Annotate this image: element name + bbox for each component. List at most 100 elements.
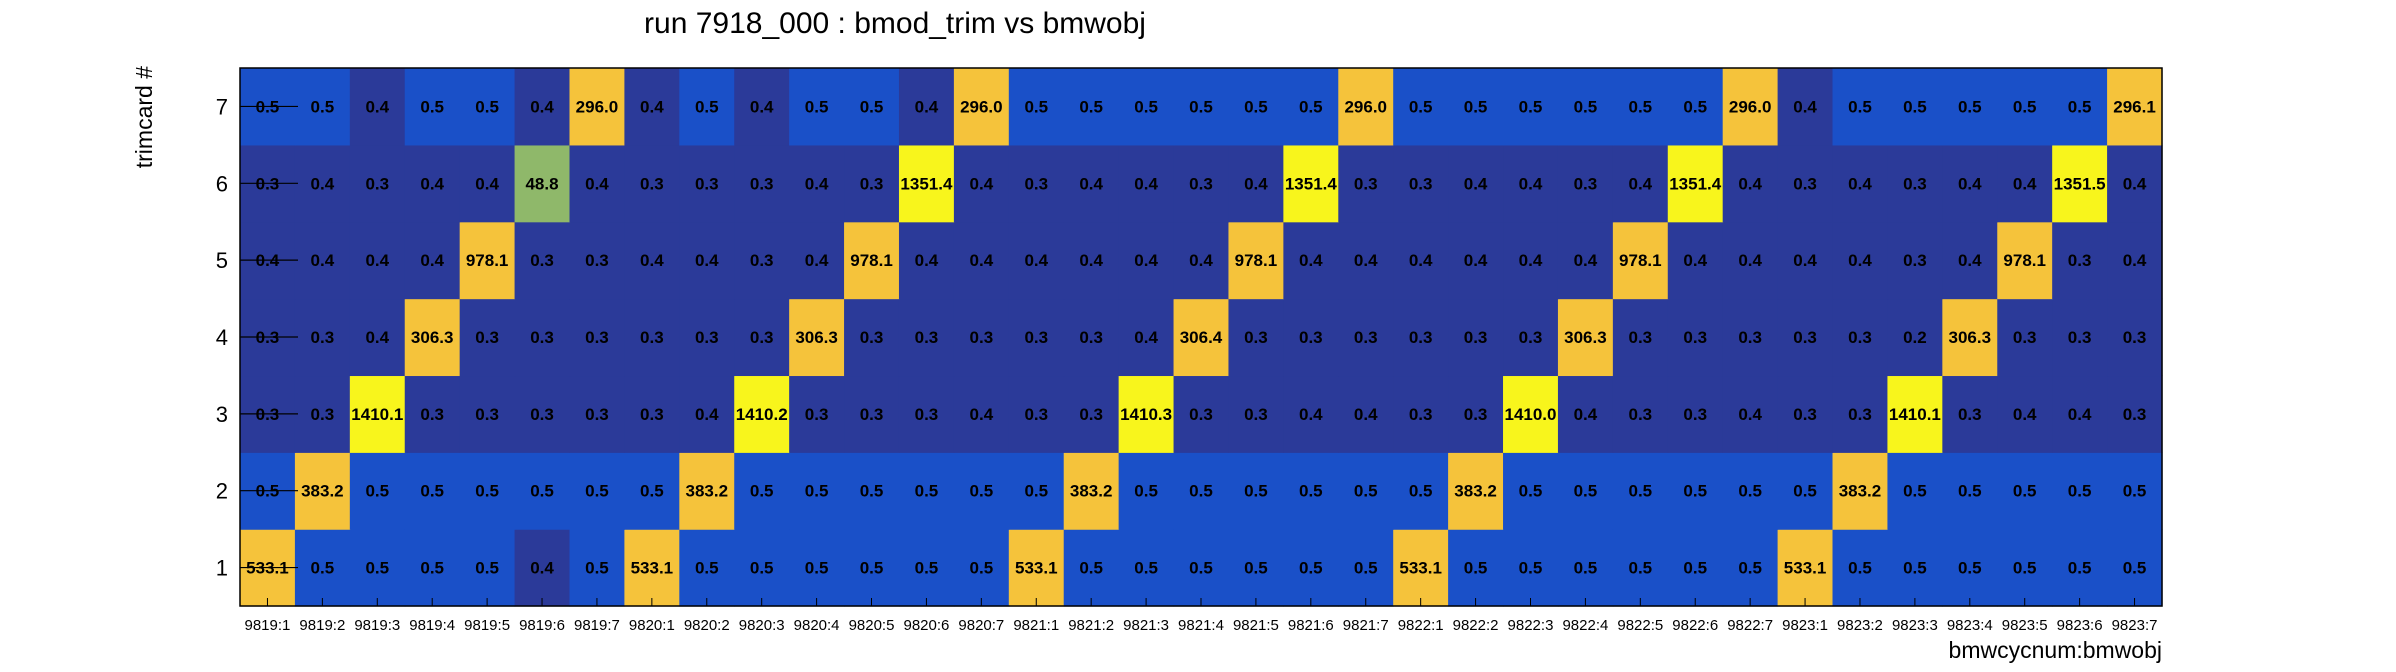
cell-value-label: 0.4	[585, 174, 609, 193]
cell-value-label: 296.1	[2113, 97, 2156, 116]
heatmap-cell	[569, 375, 625, 453]
cell-value-label: 0.5	[1519, 97, 1543, 116]
cell-value-label: 0.3	[1958, 405, 1982, 424]
cell-value-label: 0.3	[1409, 328, 1433, 347]
y-tick-label: 4	[216, 325, 228, 350]
heatmap-cell	[514, 375, 571, 453]
x-tick-label: 9821:6	[1288, 617, 1334, 634]
cell-value-label: 0.3	[860, 174, 884, 193]
cell-value-label: 0.5	[1519, 559, 1543, 578]
heatmap-cell	[1557, 375, 1614, 453]
y-tick-label: 1	[216, 556, 228, 581]
cell-value-label: 0.4	[1134, 251, 1158, 270]
cell-value-label: 0.4	[1793, 251, 1817, 270]
cell-value-label: 0.4	[530, 97, 554, 116]
cell-value-label: 383.2	[301, 482, 344, 501]
heatmap-cell	[1008, 452, 1065, 530]
cell-value-label: 0.5	[2123, 559, 2147, 578]
cell-value-label: 0.3	[585, 328, 609, 347]
heatmap-cell	[404, 452, 461, 530]
x-tick-label: 9823:3	[1892, 617, 1938, 634]
cell-value-label: 0.5	[1574, 482, 1598, 501]
cell-value-label: 533.1	[1399, 559, 1442, 578]
x-tick-label: 9819:6	[519, 617, 565, 634]
heatmap-cell	[1228, 298, 1284, 377]
heatmap-cell	[2052, 144, 2108, 223]
heatmap-cell	[1503, 529, 1559, 607]
heatmap-cell	[1557, 529, 1614, 607]
heatmap-cell	[1777, 144, 1834, 223]
cell-value-label: 0.3	[1628, 328, 1652, 347]
heatmap-cell	[1393, 68, 1449, 146]
cell-value-label: 0.5	[2013, 97, 2037, 116]
cell-value-label: 296.0	[1729, 97, 1772, 116]
heatmap-cell	[2052, 529, 2108, 607]
heatmap-cell	[2107, 375, 2163, 453]
x-tick-label: 9819:5	[464, 617, 510, 634]
heatmap-cell	[349, 529, 406, 607]
x-tick-label: 9823:4	[1947, 617, 1993, 634]
cell-value-label: 0.4	[1134, 174, 1158, 193]
heatmap-cell	[953, 221, 1010, 300]
heatmap-cell	[1832, 221, 1889, 300]
cell-value-label: 0.4	[1848, 174, 1872, 193]
cell-value-label: 0.4	[695, 405, 719, 424]
heatmap-cell	[1448, 144, 1504, 223]
cell-value-label: 0.5	[860, 482, 884, 501]
heatmap-cell	[844, 452, 900, 530]
heatmap-cell	[679, 144, 735, 223]
heatmap-cell	[1283, 529, 1339, 607]
x-tick-label: 9822:5	[1617, 617, 1663, 634]
cell-value-label: 0.5	[1793, 482, 1817, 501]
y-tick-label: 7	[216, 94, 228, 119]
cell-value-label: 0.5	[1024, 482, 1048, 501]
heatmap-cell	[1942, 375, 1998, 453]
heatmap-cell	[404, 375, 461, 453]
heatmap-cell	[624, 452, 680, 530]
heatmap-cell	[844, 221, 900, 300]
heatmap-cell	[953, 68, 1010, 146]
cell-value-label: 0.3	[530, 405, 554, 424]
heatmap-cell	[789, 375, 845, 453]
cell-value-label: 0.4	[2013, 405, 2037, 424]
cell-value-label: 0.4	[1299, 251, 1323, 270]
heatmap-cell	[1722, 375, 1779, 453]
heatmap-cell	[1942, 68, 1998, 146]
heatmap-cell	[459, 298, 516, 377]
cell-value-label: 0.5	[475, 482, 499, 501]
cell-value-label: 306.3	[1949, 328, 1992, 347]
heatmap-cell	[2107, 298, 2163, 377]
heatmap-cell	[349, 221, 406, 300]
heatmap-cell	[349, 298, 406, 377]
heatmap-cell	[1997, 529, 2053, 607]
heatmap-cell	[1173, 298, 1230, 377]
cell-value-label: 0.5	[970, 559, 994, 578]
heatmap-cell	[2107, 452, 2163, 530]
heatmap-cell	[1008, 298, 1065, 377]
heatmap-cell	[1393, 298, 1449, 377]
cell-value-label: 0.3	[1079, 405, 1103, 424]
cell-value-label: 0.3	[1738, 328, 1762, 347]
cell-value-label: 0.5	[915, 559, 939, 578]
x-tick-label: 9819:1	[245, 617, 291, 634]
heatmap-cell	[349, 144, 406, 223]
x-tick-label: 9822:6	[1672, 617, 1718, 634]
cell-value-label: 0.4	[2068, 405, 2092, 424]
cell-value-label: 0.4	[2123, 174, 2147, 193]
heatmap-cell	[1063, 452, 1120, 530]
x-tick-label: 9819:7	[574, 617, 620, 634]
x-tick-label: 9822:2	[1453, 617, 1499, 634]
heatmap-cell	[514, 298, 571, 377]
heatmap-cell	[1942, 221, 1998, 300]
cell-value-label: 0.4	[1464, 251, 1488, 270]
heatmap-cell	[404, 68, 461, 146]
heatmap-cell	[569, 298, 625, 377]
cell-value-label: 0.5	[2068, 482, 2092, 501]
cell-value-label: 978.1	[850, 251, 893, 270]
cell-value-label: 0.3	[530, 251, 554, 270]
heatmap-cell	[1997, 298, 2053, 377]
cell-value-label: 0.5	[1409, 97, 1433, 116]
cell-value-label: 0.3	[695, 174, 719, 193]
cell-value-label: 0.3	[1409, 405, 1433, 424]
cell-value-label: 0.5	[1134, 559, 1158, 578]
